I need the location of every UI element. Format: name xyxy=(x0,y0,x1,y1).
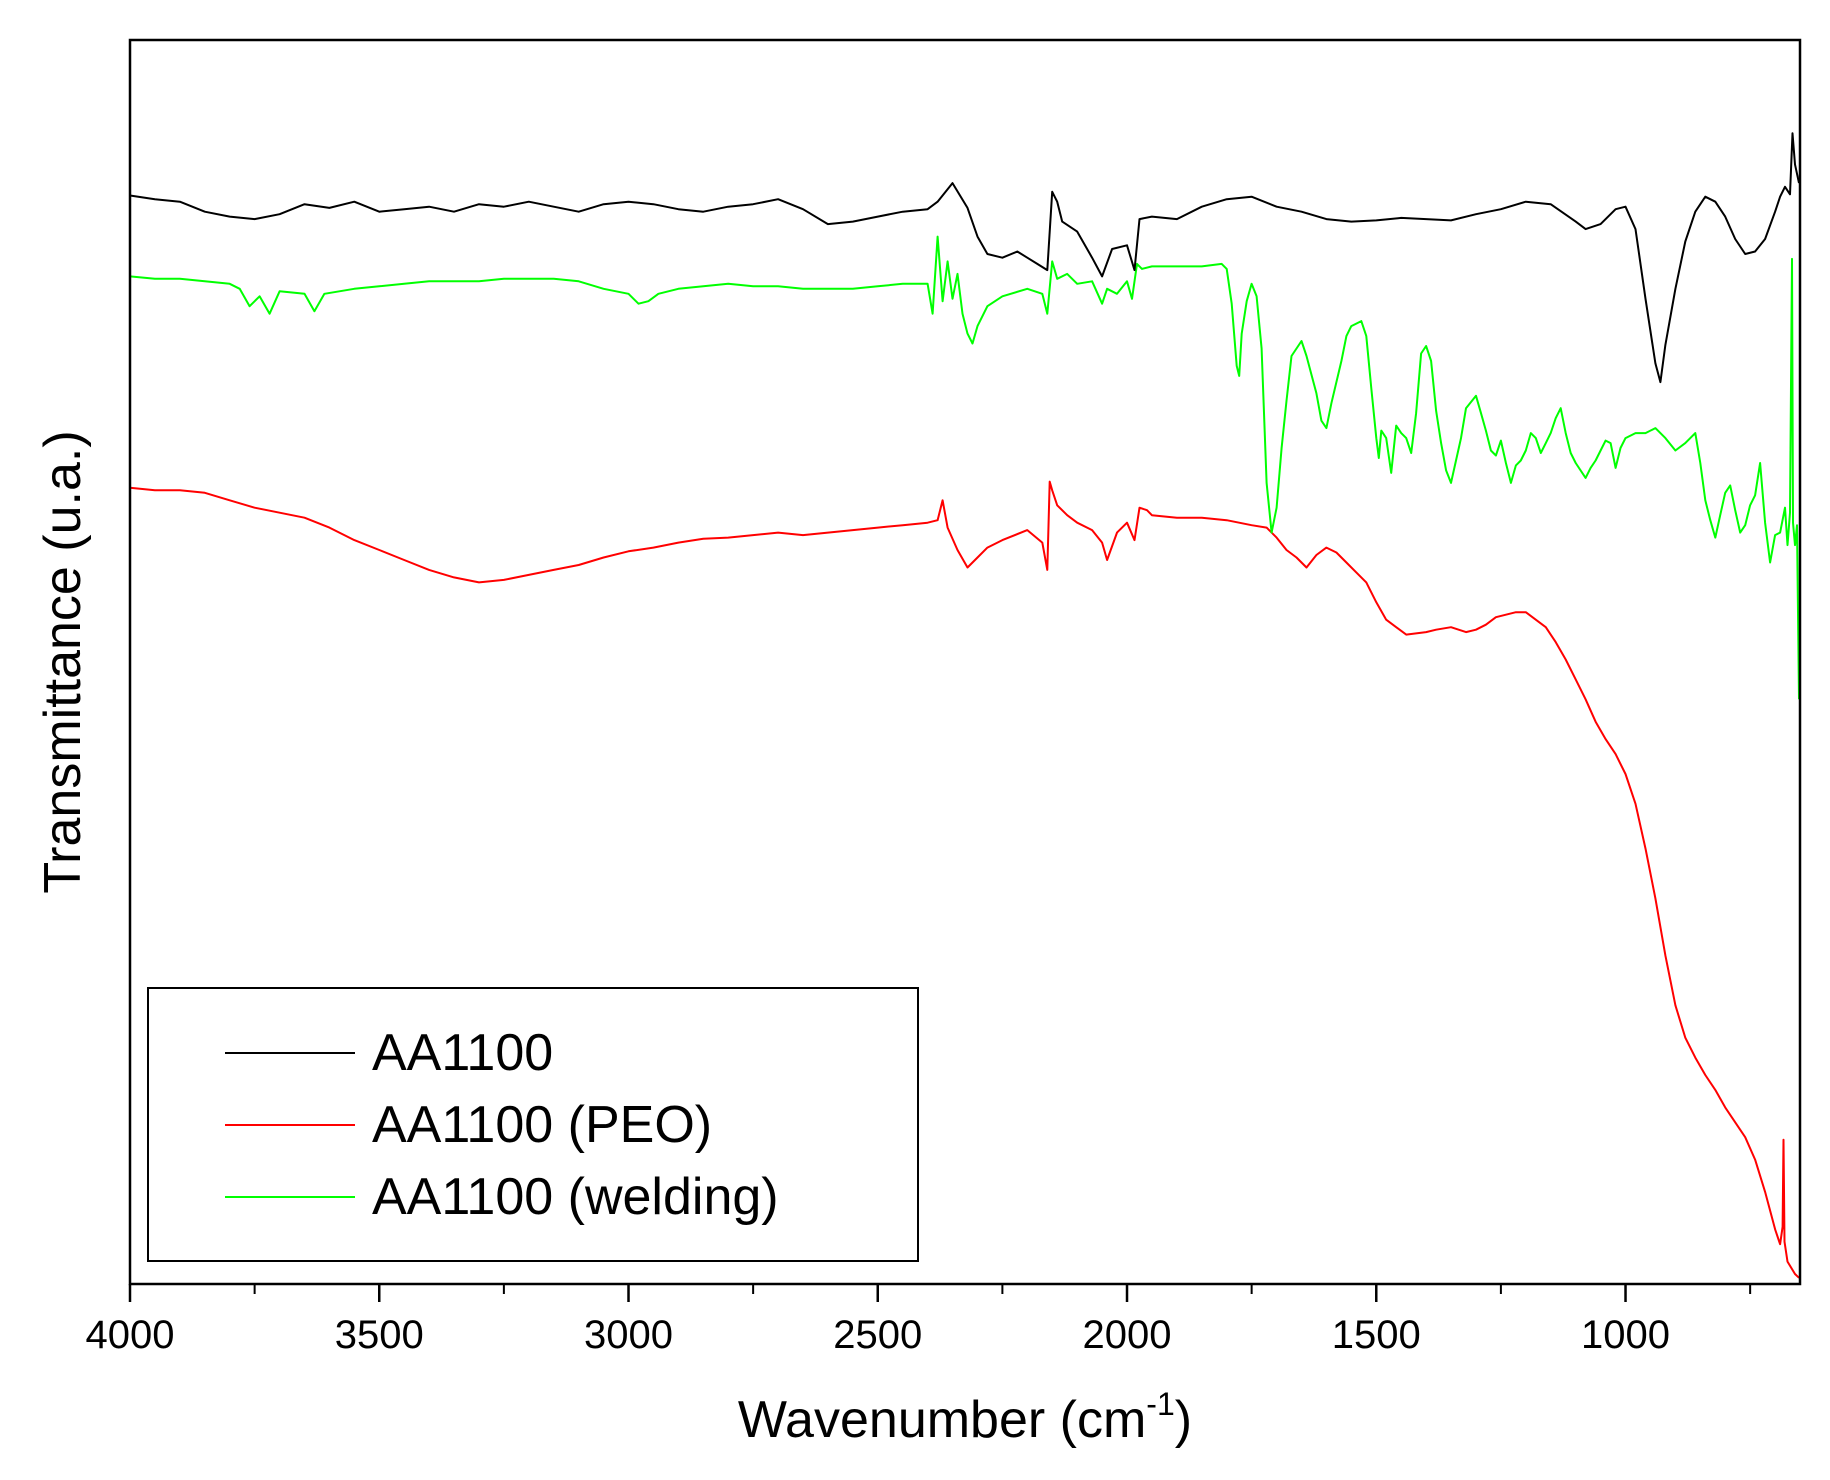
x-tick-label: 3000 xyxy=(584,1313,673,1357)
x-axis-title-superscript: -1 xyxy=(1146,1386,1174,1422)
series-line-aa1100-peo xyxy=(129,480,1800,1279)
legend: AA1100 AA1100 (PEO) AA1100 (welding) xyxy=(147,987,919,1262)
series-line-aa1100-welding xyxy=(129,235,1800,700)
x-tick-label: 4000 xyxy=(86,1313,175,1357)
series-layer xyxy=(129,132,1800,1279)
x-tick-label: 2500 xyxy=(833,1313,922,1357)
x-tick-label: 3500 xyxy=(335,1313,424,1357)
x-tick-label: 1500 xyxy=(1332,1313,1421,1357)
x-axis-title-close: ) xyxy=(1175,1391,1192,1449)
x-axis-title: Wavenumber (cm-1) xyxy=(738,1386,1192,1449)
x-tick-label: 1000 xyxy=(1581,1313,1670,1357)
legend-label-aa1100: AA1100 xyxy=(372,1024,553,1082)
y-axis-title: Transmittance (u.a.) xyxy=(34,430,92,893)
legend-label-aa1100-welding: AA1100 (welding) xyxy=(372,1168,779,1226)
x-tick-label: 2000 xyxy=(1083,1313,1172,1357)
series-line-aa1100 xyxy=(129,132,1800,384)
x-axis-ticks: 4000 3500 3000 2500 2000 1500 1000 xyxy=(86,1284,1752,1357)
legend-label-aa1100-peo: AA1100 (PEO) xyxy=(372,1096,712,1154)
x-axis-title-main: Wavenumber (cm xyxy=(738,1391,1146,1449)
plot-frame xyxy=(128,38,1802,1286)
